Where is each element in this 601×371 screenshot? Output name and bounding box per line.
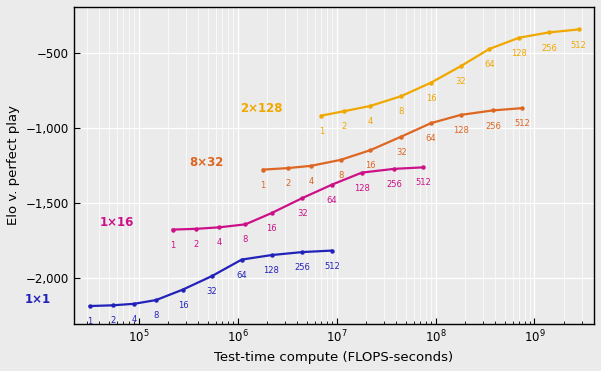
Text: 128: 128	[354, 184, 370, 193]
Y-axis label: Elo v. perfect play: Elo v. perfect play	[7, 105, 20, 226]
Text: 4: 4	[132, 315, 137, 324]
Text: 64: 64	[484, 60, 495, 69]
Text: 8: 8	[338, 171, 343, 180]
Text: 128: 128	[453, 126, 469, 135]
X-axis label: Test-time compute (FLOPS-seconds): Test-time compute (FLOPS-seconds)	[215, 351, 453, 364]
Text: 256: 256	[485, 122, 501, 131]
Text: 1×16: 1×16	[99, 216, 133, 229]
Text: 4: 4	[308, 177, 314, 186]
Text: 512: 512	[415, 178, 431, 187]
Text: 256: 256	[294, 263, 310, 272]
Text: 16: 16	[426, 94, 436, 103]
Text: 32: 32	[456, 77, 466, 86]
Text: 256: 256	[541, 43, 557, 53]
Text: 32: 32	[396, 148, 406, 157]
Text: 2: 2	[342, 122, 347, 131]
Text: 4: 4	[216, 239, 222, 247]
Text: 32: 32	[207, 287, 217, 296]
Text: 64: 64	[327, 196, 337, 205]
Text: 2: 2	[111, 316, 115, 325]
Text: 512: 512	[571, 40, 587, 50]
Text: 512: 512	[514, 119, 530, 128]
Text: 128: 128	[264, 266, 279, 275]
Text: 256: 256	[386, 180, 402, 189]
Text: 1: 1	[87, 317, 93, 326]
Text: 64: 64	[236, 271, 247, 280]
Text: 2: 2	[285, 179, 290, 188]
Text: 16: 16	[266, 224, 277, 233]
Text: 8: 8	[243, 236, 248, 244]
Text: 32: 32	[297, 209, 308, 218]
Text: 1: 1	[170, 241, 175, 250]
Text: 8: 8	[398, 107, 404, 116]
Text: 4: 4	[368, 117, 373, 126]
Text: 2×128: 2×128	[240, 102, 282, 115]
Text: 8×32: 8×32	[190, 156, 224, 169]
Text: 8: 8	[153, 311, 159, 320]
Text: 1: 1	[260, 181, 266, 190]
Text: 512: 512	[324, 262, 340, 271]
Text: 1×1: 1×1	[25, 293, 51, 306]
Text: 64: 64	[426, 134, 436, 143]
Text: 2: 2	[194, 240, 199, 249]
Text: 1: 1	[319, 127, 324, 136]
Text: 16: 16	[365, 161, 376, 170]
Text: 128: 128	[511, 49, 527, 58]
Text: 16: 16	[178, 301, 188, 310]
